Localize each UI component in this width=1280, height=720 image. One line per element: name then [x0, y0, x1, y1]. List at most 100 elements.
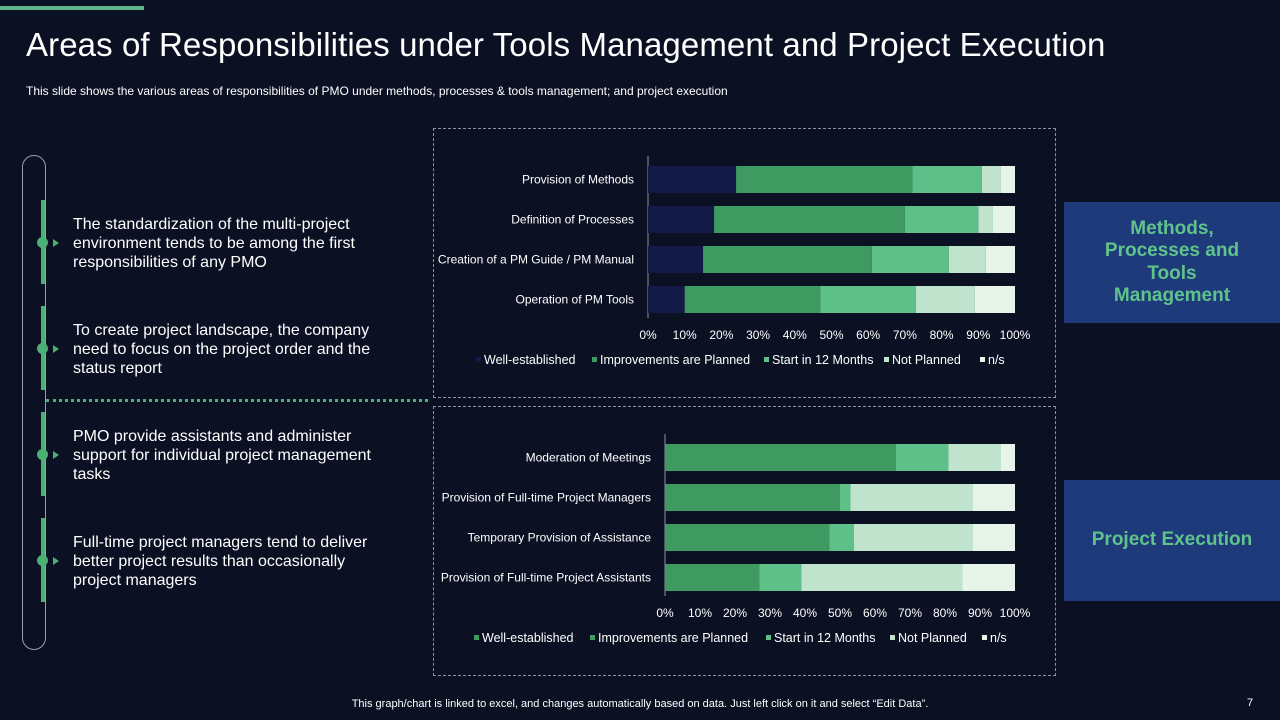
side-label-execution: Project Execution [1064, 480, 1280, 601]
bar-start-in-12-months-moderation-of-meetings [896, 444, 949, 471]
bar-not-planned-provision-of-full-time-project-managers [850, 484, 973, 511]
legend-label-not-planned: Not Planned [892, 353, 961, 367]
point-dot [37, 237, 48, 248]
bar-n-s-temporary-provision-of-assistance [973, 524, 1015, 551]
bar-not-planned-provision-of-methods [981, 166, 1001, 193]
bar-well-established-definition-of-processes [648, 206, 715, 233]
bar-not-planned-provision-of-full-time-project-assistants [801, 564, 963, 591]
side-label-methods: Methods, Processes and Tools Management [1064, 202, 1280, 323]
category-label: Definition of Processes [511, 213, 634, 227]
legend-label-n-s: n/s [988, 353, 1005, 367]
bar-not-planned-temporary-provision-of-assistance [854, 524, 973, 551]
bar-well-established-provision-of-full-time-project-managers [665, 484, 746, 511]
bar-well-established-provision-of-full-time-project-assistants [665, 564, 707, 591]
bar-n-s-moderation-of-meetings [1001, 444, 1015, 471]
bar-start-in-12-months-definition-of-processes [904, 206, 979, 233]
x-tick-label: 0% [656, 606, 674, 620]
bar-improvements-are-planned-provision-of-methods [736, 166, 913, 193]
bar-n-s-provision-of-full-time-project-assistants [962, 564, 1015, 591]
point-arrow-icon [53, 557, 59, 565]
bar-improvements-are-planned-operation-of-pm-tools [684, 286, 821, 313]
x-tick-label: 10% [688, 606, 712, 620]
bar-well-established-operation-of-pm-tools [648, 286, 685, 313]
x-tick-label: 50% [828, 606, 852, 620]
x-tick-label: 60% [856, 328, 880, 342]
x-tick-label: 60% [863, 606, 887, 620]
bar-n-s-provision-of-full-time-project-managers [973, 484, 1015, 511]
x-tick-label: 100% [1000, 328, 1031, 342]
bar-improvements-are-planned-moderation-of-meetings [759, 444, 896, 471]
point-text-2: To create project landscape, the company… [73, 322, 371, 377]
legend-label-not-planned: Not Planned [898, 631, 967, 645]
legend-label-start-in-12-months: Start in 12 Months [772, 353, 873, 367]
chart-frame-execution: Moderation of Meetings Provision of Full-… [433, 406, 1056, 676]
footer-note: This graph/chart is linked to excel, and… [351, 698, 929, 710]
chart-execution: Moderation of Meetings Provision of Full-… [441, 434, 1031, 645]
page-subtitle: This slide shows the various areas of re… [26, 84, 728, 98]
legend-swatch-n-s [982, 635, 987, 640]
point-text-4: Full-time project managers tend to deliv… [73, 534, 368, 589]
legend-swatch-not-planned [890, 635, 895, 640]
x-tick-label: 20% [723, 606, 747, 620]
chart-frame-methods: Provision of Methods Definition of Proces… [433, 128, 1056, 398]
bar-start-in-12-months-provision-of-full-time-project-managers [840, 484, 851, 511]
legend-swatch-start-in-12-months [766, 635, 771, 640]
bar-n-s-operation-of-pm-tools [974, 286, 1015, 313]
x-tick-label: 0% [639, 328, 657, 342]
category-label: Creation of a PM Guide / PM Manual [438, 253, 634, 267]
category-label: Provision of Methods [522, 173, 634, 187]
bar-not-planned-creation-of-a-pm-guide-pm-manual [948, 246, 986, 273]
accent-bar [0, 6, 144, 10]
x-tick-label: 30% [758, 606, 782, 620]
bar-improvements-are-planned-provision-of-full-time-project-assistants [707, 564, 760, 591]
legend-label-well-established: Well-established [484, 353, 576, 367]
legend-label-start-in-12-months: Start in 12 Months [774, 631, 875, 645]
bar-improvements-are-planned-provision-of-full-time-project-managers [745, 484, 840, 511]
bar-well-established-temporary-provision-of-assistance [665, 524, 721, 551]
divider [46, 399, 428, 402]
legend-label-improvements-are-planned: Improvements are Planned [600, 353, 750, 367]
bar-well-established-creation-of-a-pm-guide-pm-manual [648, 246, 704, 273]
x-tick-label: 70% [898, 606, 922, 620]
bar-not-planned-moderation-of-meetings [948, 444, 1001, 471]
x-tick-label: 40% [793, 606, 817, 620]
legend-swatch-well-established [474, 635, 479, 640]
page-title: Areas of Responsibilities under Tools Ma… [26, 26, 1106, 63]
category-label: Temporary Provision of Assistance [468, 531, 652, 545]
bar-start-in-12-months-temporary-provision-of-assistance [829, 524, 854, 551]
point-dot [37, 555, 48, 566]
legend-swatch-improvements-are-planned [590, 635, 595, 640]
x-tick-label: 80% [933, 606, 957, 620]
bar-improvements-are-planned-definition-of-processes [714, 206, 905, 233]
x-tick-label: 100% [1000, 606, 1031, 620]
category-label: Moderation of Meetings [526, 451, 651, 465]
point-arrow-icon [53, 239, 59, 247]
legend-swatch-start-in-12-months [764, 357, 769, 362]
bar-improvements-are-planned-creation-of-a-pm-guide-pm-manual [703, 246, 872, 273]
bar-well-established-provision-of-methods [648, 166, 737, 193]
bar-start-in-12-months-provision-of-methods [912, 166, 982, 193]
x-tick-label: 10% [673, 328, 697, 342]
bar-start-in-12-months-operation-of-pm-tools [820, 286, 916, 313]
point-arrow-icon [53, 451, 59, 459]
x-tick-label: 50% [819, 328, 843, 342]
point-text-3: PMO provide assistants and administer su… [73, 428, 371, 483]
page-number: 7 [1247, 697, 1254, 709]
x-tick-label: 40% [783, 328, 807, 342]
bar-n-s-provision-of-methods [1000, 166, 1015, 193]
legend-label-n-s: n/s [990, 631, 1007, 645]
bar-not-planned-operation-of-pm-tools [915, 286, 975, 313]
x-tick-label: 80% [930, 328, 954, 342]
bar-n-s-definition-of-processes [992, 206, 1015, 233]
legend-label-well-established: Well-established [482, 631, 574, 645]
point-dot [37, 449, 48, 460]
legend-swatch-improvements-are-planned [592, 357, 597, 362]
category-label: Operation of PM Tools [515, 293, 634, 307]
legend-label-improvements-are-planned: Improvements are Planned [598, 631, 748, 645]
category-label: Provision of Full-time Project Assistant… [441, 571, 651, 585]
point-dot [37, 343, 48, 354]
legend-swatch-n-s [980, 357, 985, 362]
point-text-1: The standardization of the multi-project… [73, 216, 355, 271]
bar-improvements-are-planned-temporary-provision-of-assistance [721, 524, 830, 551]
category-label: Provision of Full-time Project Managers [442, 491, 651, 505]
